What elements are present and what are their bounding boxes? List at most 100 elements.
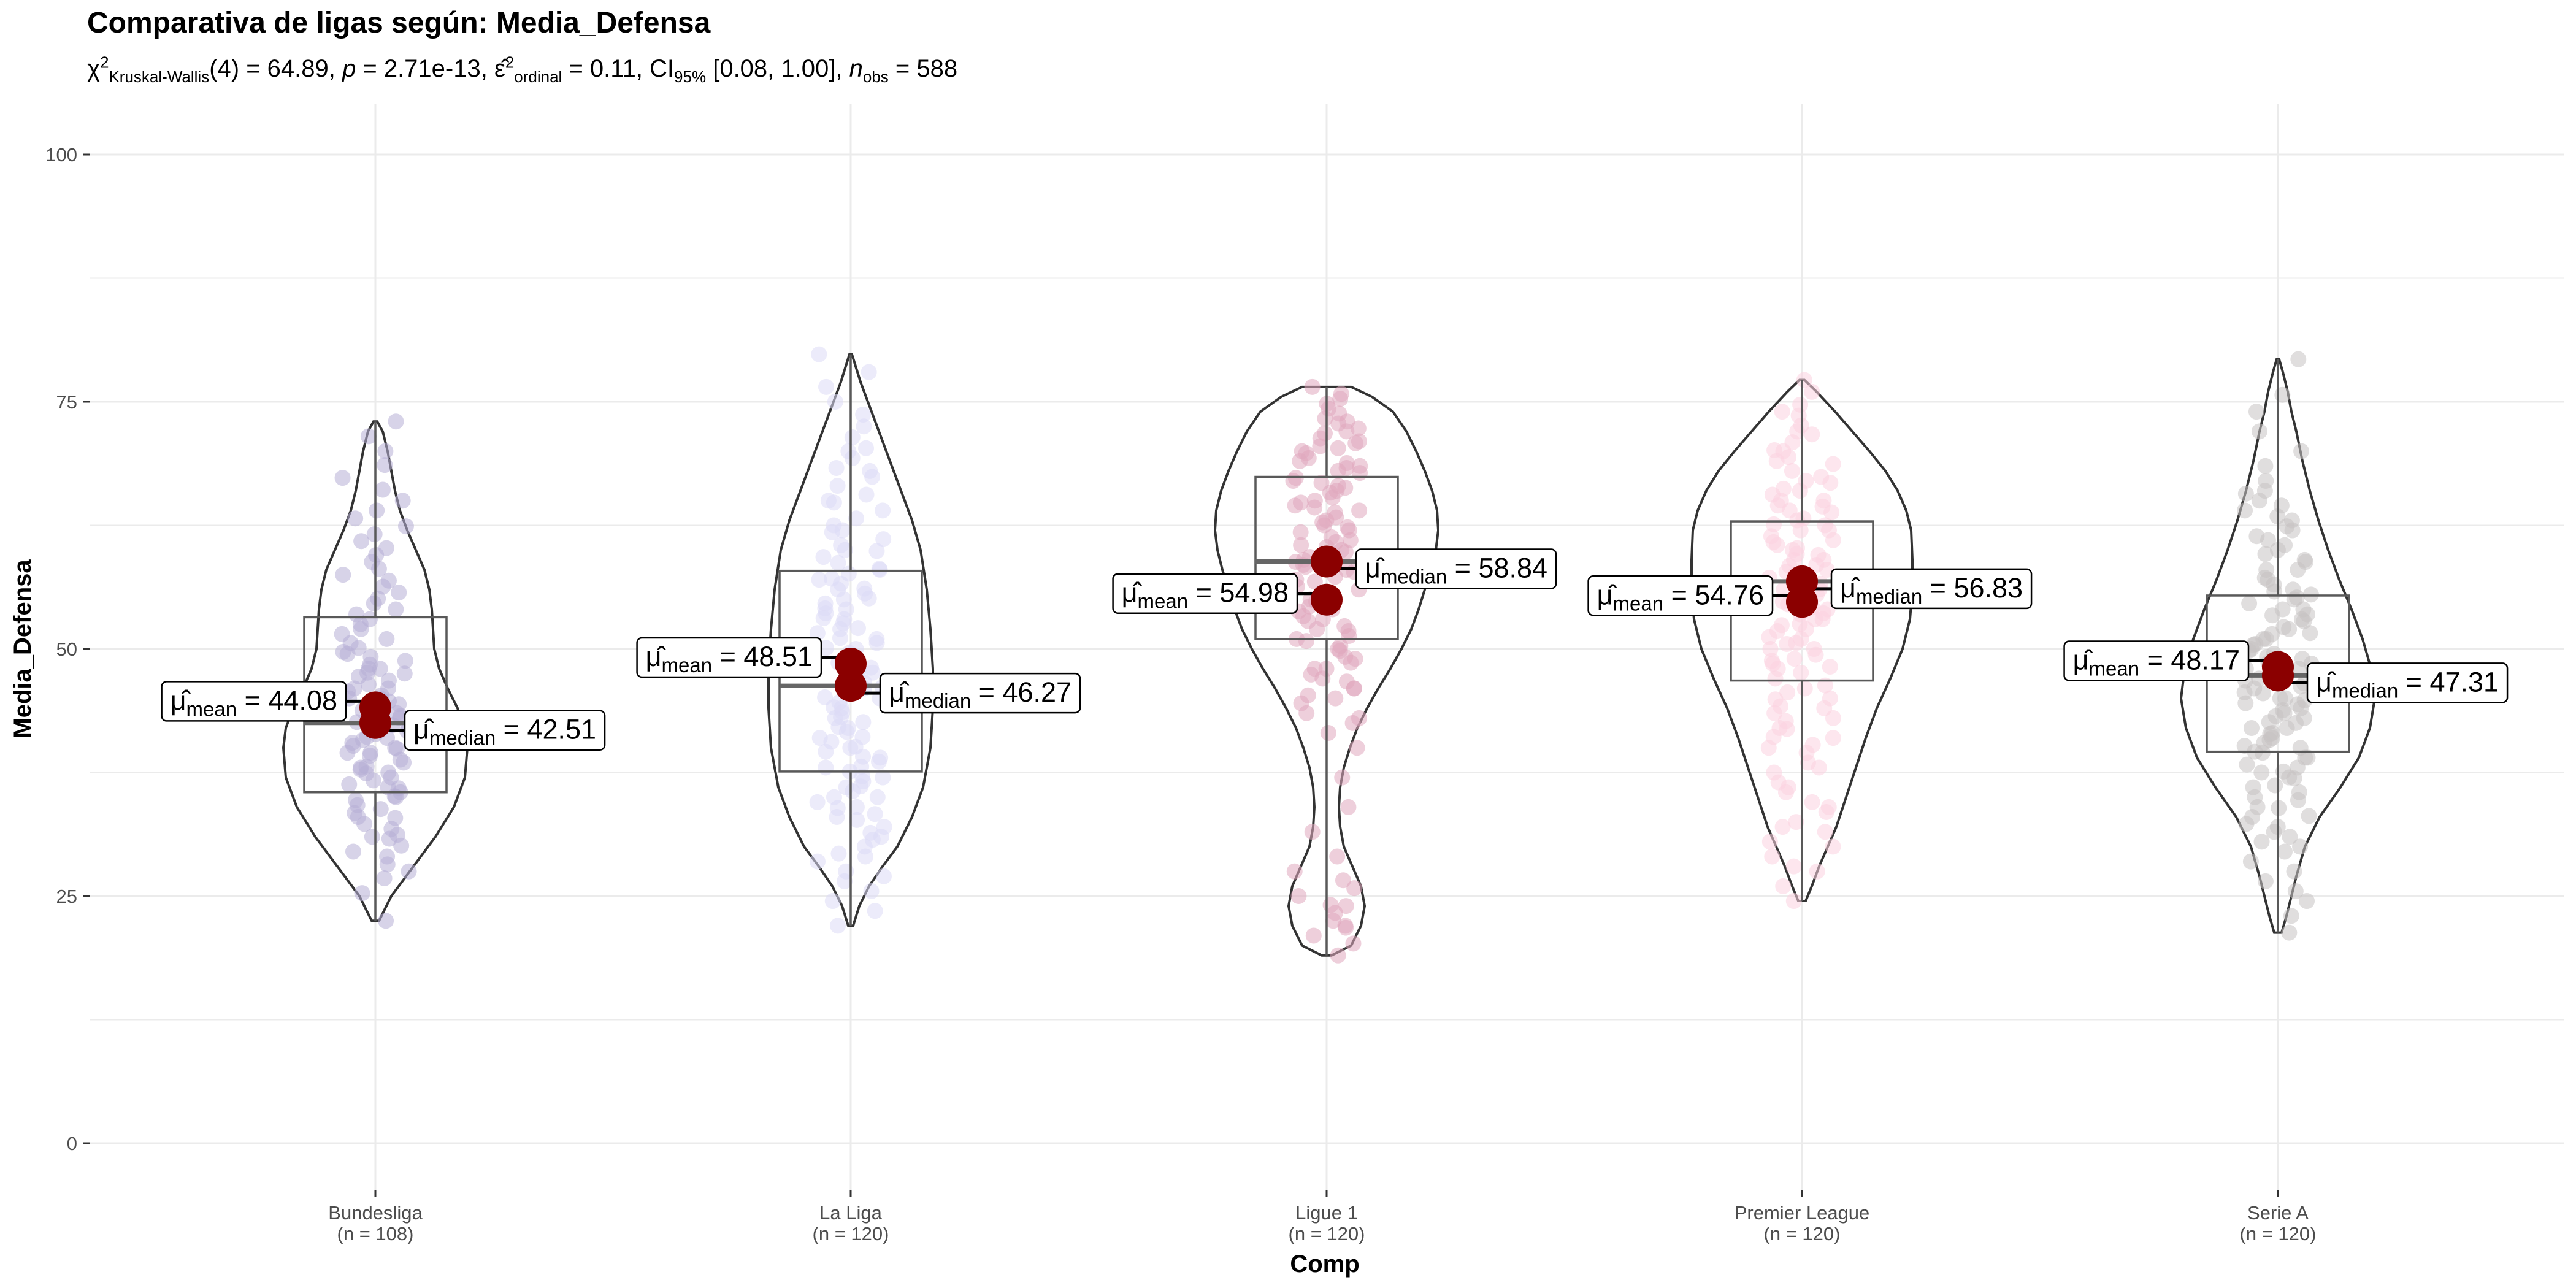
data-point <box>396 665 413 682</box>
mean-point <box>2262 651 2294 683</box>
data-point <box>2287 883 2304 899</box>
stat-value: = 44.08 <box>237 684 337 716</box>
data-point <box>858 486 875 503</box>
data-point <box>341 776 358 792</box>
data-point <box>345 843 361 860</box>
data-point <box>811 572 827 588</box>
median-label-1: μ̂median = 46.27 <box>879 672 1081 714</box>
mean-label-2: μ̂mean = 54.98 <box>1112 573 1298 614</box>
data-point <box>1775 878 1792 894</box>
violin-la-liga <box>767 353 934 927</box>
data-point <box>2281 621 2298 637</box>
data-point <box>1760 740 1777 756</box>
data-point <box>1774 404 1790 420</box>
data-point <box>1761 834 1778 850</box>
data-point <box>1784 462 1800 479</box>
data-point <box>829 809 845 826</box>
data-point <box>875 502 891 519</box>
data-point <box>1767 691 1784 708</box>
data-point <box>1287 497 1303 514</box>
data-point <box>2291 784 2307 800</box>
data-point <box>848 510 865 527</box>
mean-point <box>835 648 867 680</box>
data-point <box>350 809 366 826</box>
eps-sub: ordinal <box>514 67 562 86</box>
data-point <box>1334 769 1351 786</box>
median-label-0-text: μ̂median = 42.51 <box>413 714 596 749</box>
data-point <box>1322 897 1339 913</box>
data-point <box>353 759 369 776</box>
x-tick-n-label: (n = 120) <box>2240 1223 2317 1244</box>
data-point <box>360 428 377 445</box>
data-point <box>2297 749 2313 766</box>
data-point <box>2299 893 2315 910</box>
data-point <box>842 740 859 756</box>
data-point <box>1347 651 1363 667</box>
data-point <box>1796 680 1813 697</box>
data-point <box>1345 935 1362 952</box>
data-point <box>1351 502 1368 519</box>
data-point <box>1340 799 1357 815</box>
data-point <box>377 443 394 459</box>
median-label-3: μ̂median = 56.83 <box>1830 568 2033 610</box>
n-part: = 588 <box>888 55 958 82</box>
data-point <box>1323 529 1340 545</box>
data-point <box>1327 690 1344 707</box>
data-point <box>873 829 889 845</box>
x-tick-n-label: (n = 120) <box>813 1223 889 1244</box>
x-axis-title: Comp <box>1290 1251 1359 1278</box>
data-point <box>2277 690 2294 707</box>
chi-symbol: χ <box>87 55 100 82</box>
data-point <box>1336 618 1353 634</box>
mean-point <box>1311 583 1343 616</box>
df-part: (4) = 64.89, <box>209 55 342 82</box>
y-tick-label: 0 <box>67 1133 77 1154</box>
data-point <box>388 413 404 430</box>
data-point <box>809 625 826 642</box>
mean-label-3-text: μ̂mean = 54.76 <box>1597 579 1764 615</box>
data-point <box>2285 581 2301 598</box>
data-point <box>347 792 364 808</box>
data-point <box>1304 378 1321 395</box>
data-point <box>815 549 832 565</box>
n-symbol: n <box>849 55 863 82</box>
mean-label-3: μ̂mean = 54.76 <box>1587 575 1774 616</box>
data-point <box>397 653 413 669</box>
data-point <box>1351 710 1367 726</box>
data-point <box>1813 469 1830 485</box>
data-point <box>2292 838 2309 855</box>
data-point <box>1766 764 1782 781</box>
data-point <box>380 764 397 781</box>
y-tick-label: 75 <box>56 391 77 413</box>
data-point <box>1804 426 1820 443</box>
data-point <box>1293 537 1309 553</box>
data-point <box>378 631 395 647</box>
mean-label-4-text: μ̂mean = 48.17 <box>2073 644 2240 680</box>
x-tick-label: Ligue 1 <box>1295 1202 1358 1224</box>
data-point <box>339 646 356 662</box>
data-point <box>1775 480 1792 497</box>
data-point <box>840 719 856 736</box>
data-point <box>1305 927 1322 944</box>
data-point <box>2236 737 2253 754</box>
annotation-layer: μ̂mean = 44.08 μ̂median = 42.51 μ̂mean = 4… <box>161 545 2509 751</box>
stat-subscript: median <box>1856 585 1922 608</box>
data-point <box>1346 680 1362 697</box>
data-point <box>828 460 845 477</box>
data-point <box>1338 898 1354 914</box>
data-point <box>811 346 827 362</box>
data-point <box>809 794 826 810</box>
data-point <box>2237 695 2254 711</box>
mean-label-1: μ̂mean = 48.51 <box>636 637 822 678</box>
data-point <box>2256 483 2273 499</box>
data-point <box>1313 475 1330 491</box>
data-point <box>1341 522 1357 539</box>
data-point <box>830 918 846 934</box>
stat-subscript: mean <box>662 654 713 677</box>
x-tick-label: Premier League <box>1735 1202 1870 1224</box>
data-point <box>856 418 872 435</box>
data-point <box>827 394 843 410</box>
data-point <box>2257 458 2274 474</box>
data-point <box>809 853 826 870</box>
data-point <box>849 620 866 637</box>
